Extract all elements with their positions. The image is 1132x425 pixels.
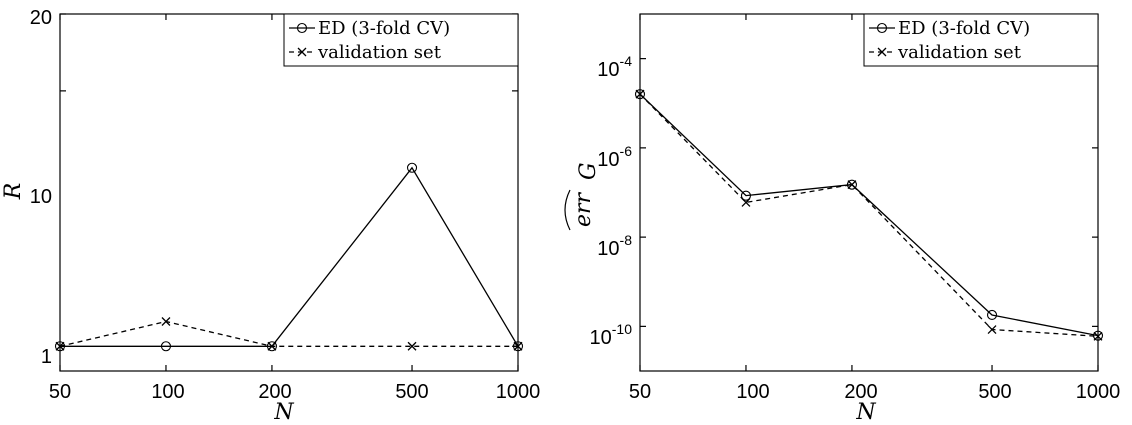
plot-frame bbox=[640, 14, 1098, 371]
y-axis-label: R bbox=[1, 183, 26, 201]
legend: ED (3-fold CV) validation set bbox=[864, 14, 1098, 66]
legend-label-ed: ED (3-fold CV) bbox=[898, 18, 1030, 39]
x-tick-label: 50 bbox=[629, 381, 651, 403]
series-line-validation bbox=[640, 94, 1098, 336]
legend-label-validation: validation set bbox=[317, 42, 442, 63]
y-tick-label: 20 bbox=[30, 7, 52, 29]
y-axis-label-sub: G bbox=[576, 162, 601, 180]
y-axis-label-main: err bbox=[571, 191, 596, 227]
x-tick-label: 500 bbox=[395, 381, 428, 403]
y-tick-label: 10-6 bbox=[597, 143, 632, 171]
y-axis-label: err G bbox=[565, 162, 601, 230]
y-tick-label: 1 bbox=[41, 346, 52, 368]
y-tick-label: 10-4 bbox=[597, 53, 632, 81]
x-tick-label: 100 bbox=[151, 381, 184, 403]
y-tick-label: 10-8 bbox=[597, 232, 632, 260]
y-tick-label: 10 bbox=[30, 186, 52, 208]
chart-right: 50 100 200 500 1000 10-10 10-8 10-6 10-4… bbox=[565, 14, 1120, 425]
series-line-ed bbox=[60, 168, 518, 346]
x-tick-label: 50 bbox=[49, 381, 71, 403]
x-axis-label: N bbox=[855, 400, 876, 425]
tick-marks bbox=[640, 14, 1098, 371]
x-tick-label: 500 bbox=[978, 381, 1011, 403]
series-line-ed bbox=[640, 94, 1098, 336]
series-group bbox=[56, 163, 523, 351]
series-group bbox=[636, 90, 1103, 341]
legend: ED (3-fold CV) validation set bbox=[284, 14, 518, 66]
x-tick-label: 1000 bbox=[1076, 381, 1121, 403]
legend-label-validation: validation set bbox=[897, 42, 1022, 63]
x-tick-label: 100 bbox=[736, 381, 769, 403]
y-axis-label-hat bbox=[565, 190, 570, 230]
y-tick-label: 10-10 bbox=[590, 321, 633, 349]
chart-left: 50 100 200 500 1000 1 10 20 N R ED (3-fo… bbox=[1, 7, 540, 425]
x-axis-label: N bbox=[273, 400, 294, 425]
legend-label-ed: ED (3-fold CV) bbox=[318, 18, 450, 39]
tick-marks bbox=[60, 14, 518, 371]
x-tick-label: 1000 bbox=[496, 381, 541, 403]
plot-frame bbox=[60, 14, 518, 371]
